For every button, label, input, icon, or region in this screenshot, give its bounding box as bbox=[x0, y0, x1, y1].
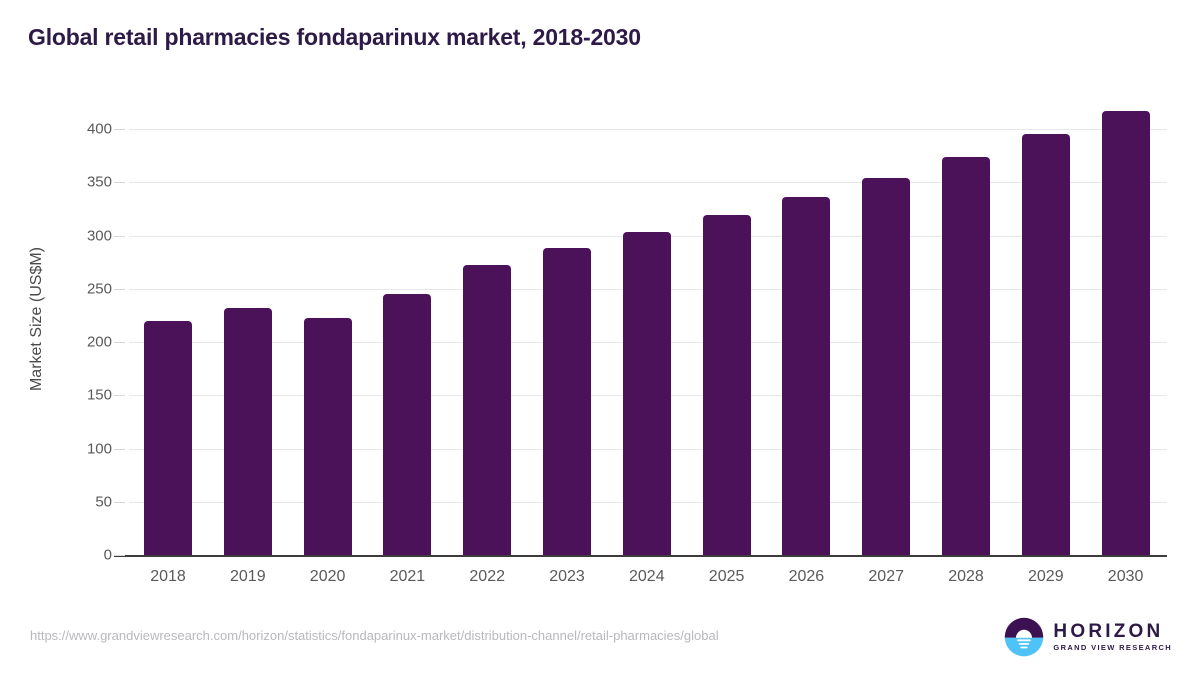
gridline bbox=[129, 129, 1167, 130]
bar-2023[interactable] bbox=[543, 248, 591, 555]
y-axis-tick-label: 0 bbox=[103, 546, 112, 564]
bar-2018[interactable] bbox=[144, 320, 192, 555]
plot-area bbox=[129, 110, 1167, 555]
bar-2025[interactable] bbox=[702, 215, 751, 555]
x-axis-tick-label-2028: 2028 bbox=[948, 568, 984, 585]
horizon-sunset-circle-icon bbox=[1005, 617, 1044, 657]
gridline bbox=[129, 182, 1167, 184]
x-axis-tick-label-2024: 2024 bbox=[629, 568, 665, 585]
bar-2019[interactable] bbox=[223, 307, 272, 555]
bar-2026[interactable] bbox=[782, 197, 831, 555]
bar-2029[interactable] bbox=[1021, 134, 1070, 555]
y-axis-tick-mark bbox=[114, 448, 125, 450]
y-axis-tick-mark bbox=[114, 555, 125, 556]
y-axis-tick-label: 100 bbox=[86, 440, 112, 457]
x-axis-tick-label-2023: 2023 bbox=[549, 568, 585, 585]
y-axis-tick-mark bbox=[114, 129, 125, 130]
x-axis-tick-label-2021: 2021 bbox=[389, 568, 426, 585]
bar-2030[interactable] bbox=[1101, 110, 1150, 555]
y-axis-tick-mark bbox=[114, 501, 125, 503]
logo-text-block: HORIZON GRAND VIEW RESEARCH bbox=[1053, 622, 1172, 652]
x-axis-tick-label-2026: 2026 bbox=[788, 568, 825, 585]
x-axis-tick-label-2019: 2019 bbox=[230, 568, 266, 585]
logo-title: HORIZON bbox=[1053, 621, 1164, 643]
x-axis-line bbox=[114, 555, 1167, 557]
y-axis-tick-label: 200 bbox=[86, 333, 112, 351]
y-axis-tick-mark bbox=[114, 342, 125, 343]
y-axis-tick-mark bbox=[114, 288, 125, 290]
bar-2027[interactable] bbox=[862, 178, 911, 555]
horizon-logo[interactable]: HORIZON GRAND VIEW RESEARCH bbox=[1004, 617, 1172, 657]
x-axis-tick-label-2025: 2025 bbox=[708, 568, 745, 585]
y-axis-tick-label: 400 bbox=[86, 120, 112, 138]
y-axis-title: Market Size (US$M) bbox=[28, 246, 45, 392]
logo-tagline: GRAND VIEW RESEARCH bbox=[1053, 643, 1172, 653]
y-axis-tick-labels: 0 50 100 150 200 250 300 350 400 bbox=[0, 0, 112, 675]
bar-2022[interactable] bbox=[463, 265, 512, 555]
y-axis-tick-label: 300 bbox=[86, 227, 112, 244]
bar-2021[interactable] bbox=[383, 294, 432, 555]
y-axis-tick-mark bbox=[114, 235, 125, 237]
x-axis-tick-label-2020: 2020 bbox=[309, 568, 346, 585]
page-title: Global retail pharmacies fondaparinux ma… bbox=[28, 24, 641, 50]
bar-2028[interactable] bbox=[942, 156, 990, 555]
y-axis-tick-mark bbox=[114, 395, 125, 397]
x-axis-tick-label-2030: 2030 bbox=[1107, 568, 1144, 585]
x-axis-tick-label-2018: 2018 bbox=[150, 568, 186, 585]
y-axis-tick-label: 250 bbox=[86, 280, 112, 298]
y-axis-tick-label: 150 bbox=[86, 386, 112, 404]
bar-2020[interactable] bbox=[303, 317, 352, 555]
x-axis-tick-label-2022: 2022 bbox=[469, 568, 505, 585]
bar-2024[interactable] bbox=[622, 232, 671, 555]
y-axis-tick-label: 350 bbox=[86, 173, 112, 191]
x-axis-tick-label-2029: 2029 bbox=[1028, 568, 1064, 585]
y-axis-tick-mark bbox=[114, 182, 125, 184]
source-url-link[interactable]: https://www.grandviewresearch.com/horizo… bbox=[30, 628, 719, 643]
y-axis-tick-label: 50 bbox=[95, 493, 112, 511]
x-axis-tick-label-2027: 2027 bbox=[868, 568, 904, 585]
